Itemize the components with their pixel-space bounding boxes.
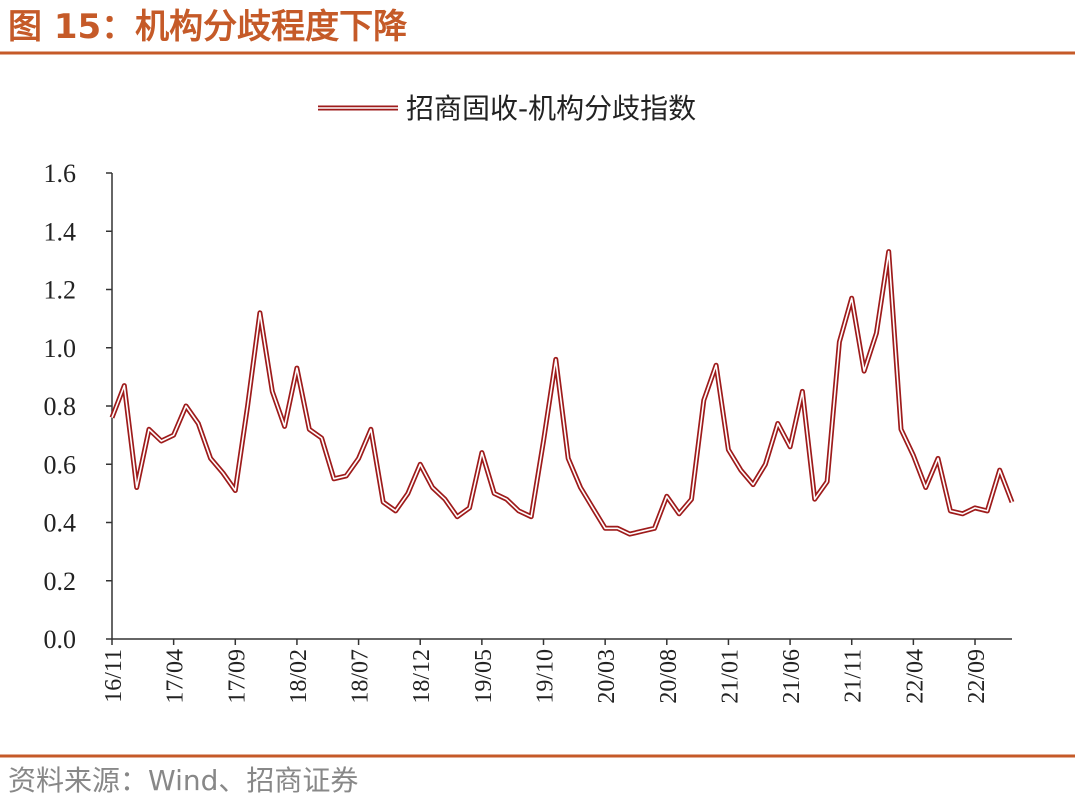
y-tick-label: 1.2: [44, 276, 77, 305]
y-tick-label: 0.4: [44, 509, 77, 538]
plot: 0.0 0.2 0.4 0.6 0.8 1.0 1.2 1.4 1.6 16/11 17/04 17/…: [44, 159, 1015, 704]
y-tick-label: 0.6: [44, 450, 77, 479]
source-note: 资料来源：Wind、招商证券: [8, 764, 358, 797]
x-tick-label: 20/08: [656, 649, 682, 704]
y-tick-label: 1.4: [44, 217, 77, 246]
x-tick-label: 21/06: [779, 649, 805, 704]
x-tick-label: 22/04: [902, 649, 928, 704]
x-tick-label: 19/05: [471, 649, 497, 704]
x-tick-label: 21/01: [717, 649, 743, 704]
x-tick-label: 19/10: [533, 649, 559, 704]
y-tick-label: 0.0: [44, 625, 77, 654]
series-line-inner: [111, 250, 1013, 535]
legend-label: 招商固收-机构分歧指数: [406, 92, 696, 125]
x-tick-label: 16/11: [101, 649, 127, 703]
x-tick-label: 18/07: [348, 649, 374, 704]
x-tick-label: 17/04: [163, 649, 189, 704]
x-tick-label: 21/11: [841, 649, 867, 703]
x-tick-label: 18/02: [286, 649, 312, 704]
y-tick-label: 1.0: [44, 334, 77, 363]
x-tick-label: 17/09: [224, 649, 250, 704]
legend: 招商固收-机构分歧指数: [318, 92, 696, 125]
x-tick-label: 20/03: [594, 649, 620, 704]
y-tick-label: 0.2: [44, 567, 77, 596]
x-tick-label: 22/09: [964, 649, 990, 704]
x-tick-label: 18/12: [409, 649, 435, 704]
y-tick-label: 1.6: [44, 159, 77, 188]
series-line: [109, 249, 1015, 537]
y-tick-label: 0.8: [44, 392, 77, 421]
figure-title: 图 15：机构分歧程度下降: [8, 7, 408, 47]
